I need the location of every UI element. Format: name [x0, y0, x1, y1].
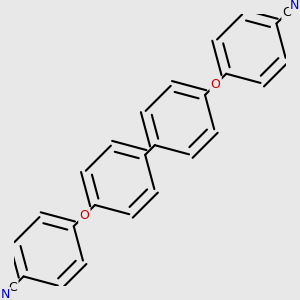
Text: C: C	[283, 6, 291, 20]
Text: N: N	[1, 288, 10, 300]
Text: C: C	[9, 280, 17, 294]
Text: O: O	[211, 78, 220, 91]
Text: O: O	[80, 209, 89, 222]
Text: N: N	[290, 0, 299, 12]
